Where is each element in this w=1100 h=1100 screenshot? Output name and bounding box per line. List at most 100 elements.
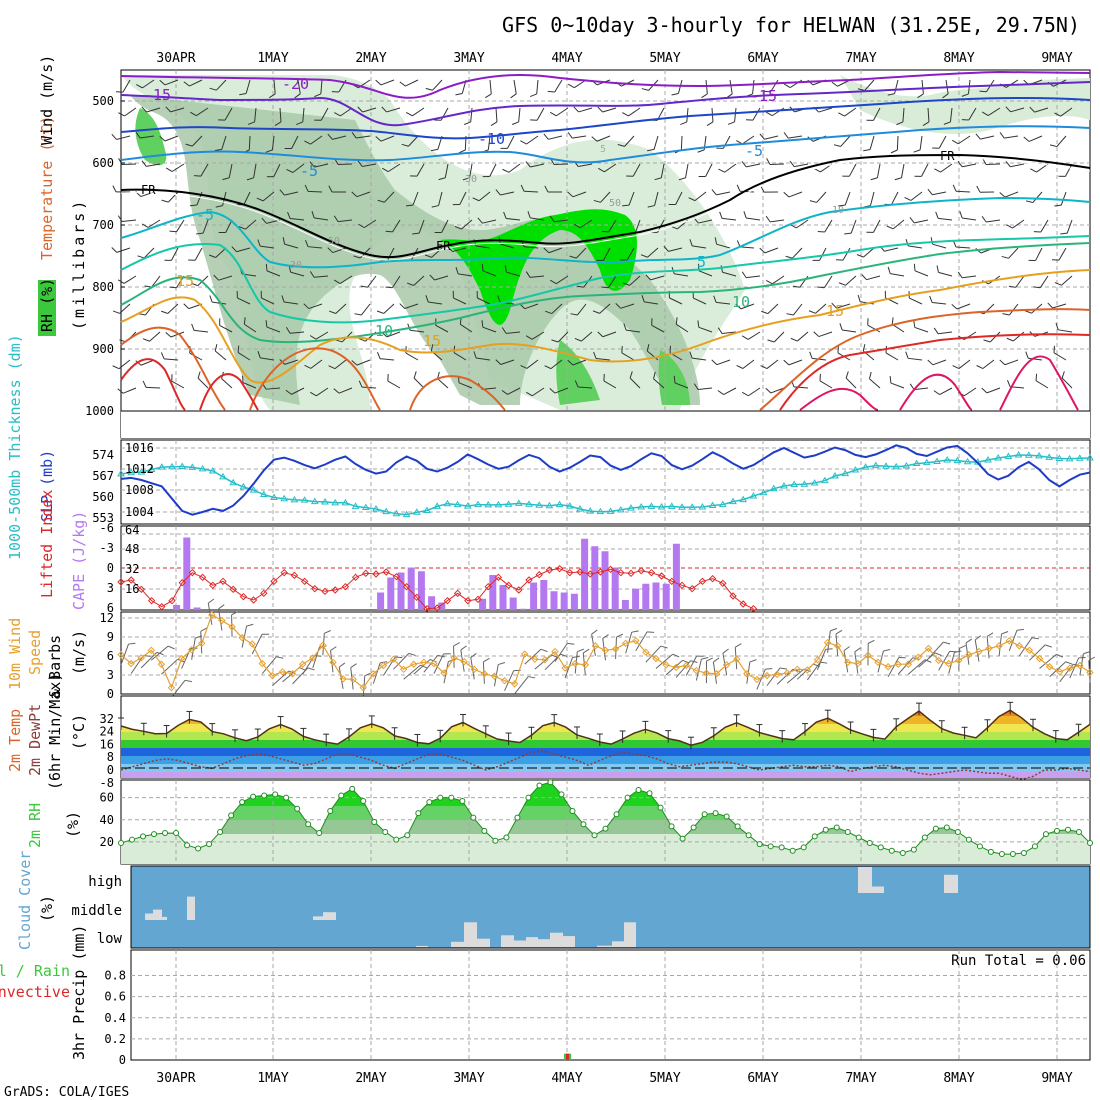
wind-barb <box>894 79 899 94</box>
thickness-marker <box>790 480 799 488</box>
wind10m-marker <box>177 654 186 663</box>
wind10m-marker <box>359 683 367 692</box>
wind-barb <box>764 135 779 140</box>
wind-barb-feather <box>808 310 816 314</box>
wind-barb <box>536 107 545 121</box>
wind-barb <box>140 135 155 139</box>
wind-barb-feather <box>351 132 357 139</box>
wind-barb-feather <box>894 177 902 181</box>
wind-barb-feather <box>1025 200 1033 204</box>
wind-barb <box>197 275 209 286</box>
wind-barb <box>827 630 831 653</box>
wind-barb-feather <box>930 237 934 245</box>
wind-barb <box>890 382 905 389</box>
wind-barb <box>335 303 347 314</box>
wind-barb <box>902 107 905 122</box>
wind-barb <box>314 275 329 278</box>
wind-barb-feather <box>887 266 891 274</box>
wind-barb <box>746 163 761 168</box>
wind-barb-feather <box>375 136 382 142</box>
wind10m-marker <box>369 670 378 678</box>
thickness-marker <box>984 456 992 463</box>
wind-barb-feather <box>789 160 795 167</box>
wind-barb <box>432 79 443 91</box>
slp-tick-label: 1004 <box>125 505 154 519</box>
wind-barb-feather <box>602 634 609 639</box>
wind-barb <box>962 163 977 168</box>
rh-y-axis: 60 40 20 <box>100 791 114 849</box>
lifted-index-marker <box>729 592 737 600</box>
wind-barb <box>1008 247 1019 259</box>
upper-wind-barbs <box>111 79 1073 397</box>
lifted-index-marker <box>719 579 727 588</box>
wind-barb <box>273 163 281 177</box>
thickness-marker <box>300 496 309 503</box>
wind-barb-feather <box>922 121 930 126</box>
wind-barb <box>170 331 185 338</box>
wind-barb <box>986 387 1001 394</box>
wind-barb-feather <box>213 274 219 281</box>
wind-barb <box>489 79 492 94</box>
wind-barb <box>1035 247 1043 261</box>
thickness-marker <box>1045 453 1054 460</box>
rh2m-marker <box>206 841 213 848</box>
wind-barb-feather <box>951 139 959 145</box>
wind-barb <box>122 219 137 222</box>
wind-barb <box>806 661 821 681</box>
wind-barb <box>786 668 805 684</box>
lifted-index-line <box>120 568 754 610</box>
contour-labels: -15 -20 -15 -10 -5 -5 FR FR FR -5 5 5 10… <box>141 75 955 350</box>
wind-barb-feather <box>111 133 117 140</box>
wind-barb <box>218 275 233 281</box>
wind10m-marker <box>561 664 569 672</box>
rh2m-marker <box>591 832 598 839</box>
wind-barb-feather <box>136 84 143 89</box>
wind-barb-feather <box>1007 379 1011 387</box>
wind-barb-feather <box>265 263 268 271</box>
wind-barb <box>513 79 517 94</box>
wind-barb <box>914 270 929 277</box>
wind-barb <box>914 387 929 391</box>
wind-barb <box>705 79 708 94</box>
wind-barb-feather <box>1002 313 1010 316</box>
wind-barb <box>524 303 539 310</box>
wind10m-marker <box>884 663 892 671</box>
lifted-index-marker <box>484 582 492 591</box>
wind-barb <box>1069 657 1080 679</box>
wind-barb <box>938 331 953 335</box>
cloud-level-labels: high middle low <box>71 874 122 947</box>
lifted-index-marker <box>708 574 717 583</box>
thickness-marker <box>463 502 472 509</box>
wind-barb <box>918 652 936 668</box>
wind-barb <box>245 219 257 230</box>
wind-barb-feather <box>741 335 749 340</box>
wind-barb-feather <box>377 199 385 203</box>
slp-tick-label: 1016 <box>125 441 154 455</box>
wind-barb <box>146 163 161 167</box>
thickness-marker <box>188 463 197 470</box>
lifted-index-marker <box>647 568 656 577</box>
wind-barb-feather <box>112 310 120 314</box>
wind-tick-label: 3 <box>107 668 114 682</box>
wind10m-marker <box>278 668 287 676</box>
thickness-marker <box>423 506 431 514</box>
wind-barb-feather <box>1031 637 1039 640</box>
wind-barb <box>599 303 611 314</box>
wind-barb <box>383 303 395 314</box>
wind10m-marker <box>541 656 549 664</box>
wind-barb-feather <box>429 274 435 281</box>
cloud-cover-bar <box>187 896 195 920</box>
cape-tick-label: 16 <box>125 582 139 596</box>
wind10m-marker <box>864 651 872 660</box>
wind-barb <box>290 271 305 277</box>
wind-barb <box>938 271 953 277</box>
wind-barb <box>897 657 914 675</box>
wind-barb <box>747 331 761 340</box>
wind-barb-feather <box>936 265 939 273</box>
cloud-level-middle: middle <box>71 903 122 919</box>
wind-barb-feather <box>430 344 434 352</box>
precip-bars <box>564 1053 571 1060</box>
wind-barb-feather <box>660 645 668 649</box>
wind10m-marker <box>783 669 791 677</box>
thickness-marker <box>168 462 176 470</box>
